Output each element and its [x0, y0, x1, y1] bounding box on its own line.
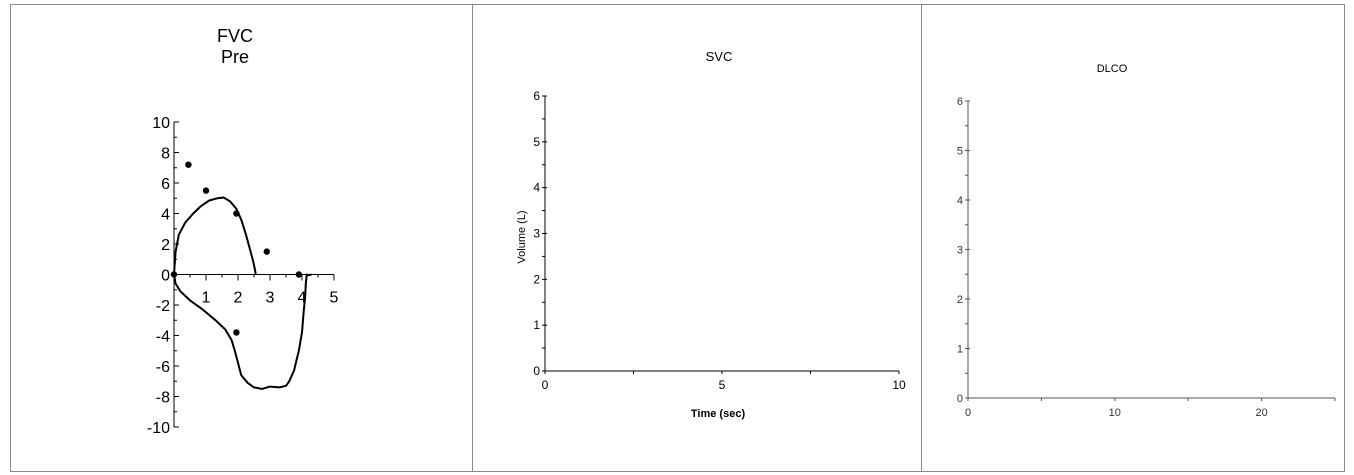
- y-tick-label: 4: [533, 181, 540, 195]
- dlco-axes: [965, 100, 1336, 401]
- y-tick-label: 0: [957, 393, 963, 405]
- svc-x-axis-label: Time (sec): [691, 408, 746, 420]
- y-tick-label: 6: [533, 89, 540, 103]
- fvc-curve: [173, 273, 312, 390]
- dlco-chart: DLCO 0 1 2 3 4 5 6 0 10 20: [957, 63, 1336, 419]
- dlco-tick-labels: 0 1 2 3 4 5 6 0 10 20: [957, 96, 1268, 419]
- fvc-x-tick-label: 3: [266, 290, 275, 307]
- y-tick-label: 6: [957, 96, 963, 108]
- fvc-x-tick-label: 2: [234, 290, 243, 307]
- y-tick-label: 2: [533, 272, 540, 286]
- y-tick-label: 1: [533, 318, 540, 332]
- fvc-y-tick-label: 8: [161, 146, 170, 163]
- y-tick-label: 5: [533, 135, 540, 149]
- x-tick-label: 0: [965, 407, 971, 419]
- fvc-y-tick-label: -10: [147, 420, 170, 437]
- x-tick-label: 10: [892, 378, 906, 392]
- fvc-y-tick-label: 2: [161, 237, 170, 254]
- fvc-y-tick-label: -2: [156, 298, 170, 315]
- fvc-y-tick-label: 0: [161, 268, 170, 285]
- fvc-panel: FVC Pre 10 8 6 4 2 0 -2 -4 -6 -8 -10 1 2 3 4 5: [11, 5, 473, 471]
- fvc-subtitle: Pre: [221, 47, 249, 67]
- fvc-y-tick-label: 10: [152, 115, 170, 132]
- svc-chart: SVC 0 1 2 3 4 5 6 0 5 10 Time (sec) Volume (L): [516, 49, 906, 420]
- fvc-predicted-point: [263, 248, 270, 255]
- fvc-series: [170, 161, 312, 390]
- x-tick-label: 5: [719, 378, 726, 392]
- dlco-title: DLCO: [1097, 63, 1128, 75]
- fvc-y-tick-label: -6: [156, 359, 170, 376]
- fvc-predicted-point: [170, 271, 178, 278]
- fvc-predicted-point: [233, 210, 240, 217]
- fvc-x-tick-label: 1: [202, 290, 211, 307]
- y-tick-label: 3: [957, 245, 963, 257]
- fvc-y-tick-label: 4: [161, 207, 170, 224]
- y-tick-label: 3: [533, 227, 540, 241]
- svc-tick-labels: 0 1 2 3 4 5 6 0 5 10: [533, 89, 906, 392]
- fvc-x-tick-label: 4: [298, 290, 307, 307]
- y-tick-label: 1: [957, 344, 963, 356]
- fvc-title: FVC: [217, 26, 253, 46]
- fvc-y-tick-label: -4: [156, 329, 170, 346]
- y-tick-label: 4: [957, 195, 963, 207]
- fvc-tick-labels: 10 8 6 4 2 0 -2 -4 -6 -8 -10 1 2 3 4 5: [147, 115, 339, 437]
- fvc-x-tick-label: 5: [330, 290, 339, 307]
- svc-title: SVC: [706, 49, 733, 64]
- x-tick-label: 10: [1109, 407, 1121, 419]
- fvc-y-tick-label: 6: [161, 176, 170, 193]
- fvc-predicted-point: [185, 161, 192, 168]
- fvc-curve: [173, 196, 257, 275]
- fvc-predicted-point: [295, 271, 302, 278]
- svc-y-axis-label: Volume (L): [516, 210, 528, 263]
- fvc-chart: FVC Pre 10 8 6 4 2 0 -2 -4 -6 -8 -10 1 2 3 4 5: [147, 26, 339, 437]
- x-tick-label: 0: [542, 378, 549, 392]
- fvc-y-tick-label: -8: [156, 390, 170, 407]
- y-tick-label: 2: [957, 294, 963, 306]
- x-tick-label: 20: [1255, 407, 1267, 419]
- fvc-predicted-point: [233, 329, 240, 336]
- y-tick-label: 5: [957, 146, 963, 158]
- svc-panel: SVC 0 1 2 3 4 5 6 0 5 10 Time (sec) Volume (L): [473, 5, 922, 471]
- y-tick-label: 0: [533, 364, 540, 378]
- dlco-panel: DLCO 0 1 2 3 4 5 6 0 10 20: [922, 5, 1344, 471]
- svc-axes: [542, 95, 900, 374]
- fvc-predicted-point: [202, 187, 210, 194]
